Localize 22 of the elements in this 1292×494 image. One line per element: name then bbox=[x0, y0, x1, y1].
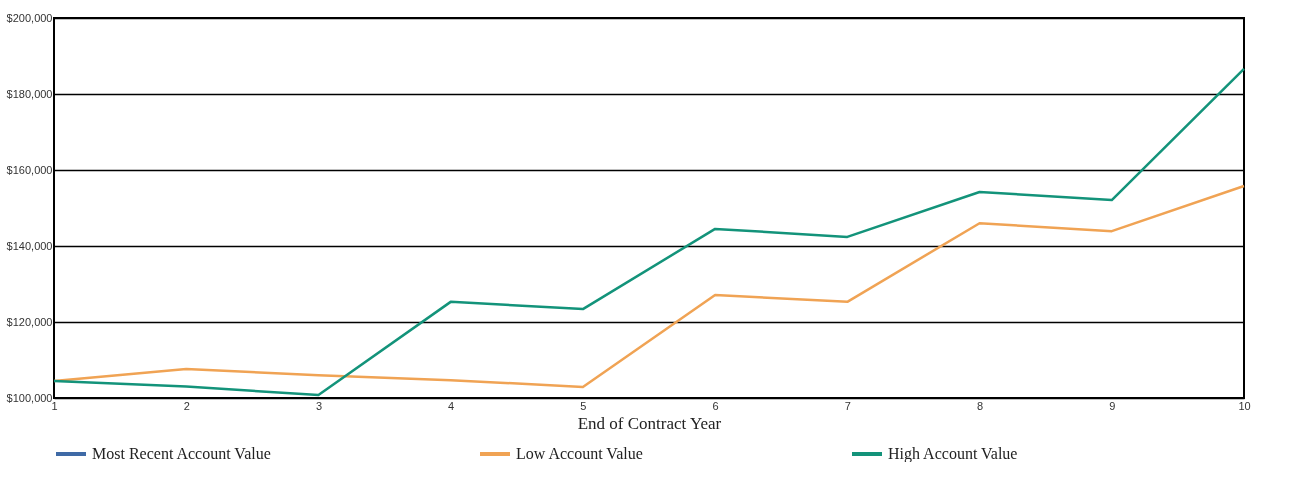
x-axis-title: End of Contract Year bbox=[577, 413, 722, 433]
x-tick-label: 7 bbox=[844, 399, 851, 412]
y-tick-label: $160,000 bbox=[6, 163, 53, 176]
y-tick-label: $120,000 bbox=[6, 315, 53, 328]
legend-label: Most Recent Account Value bbox=[92, 445, 271, 462]
y-tick-label: $180,000 bbox=[6, 87, 53, 100]
x-tick-label: 4 bbox=[448, 399, 455, 412]
x-tick-label: 5 bbox=[580, 399, 587, 412]
x-tick-label: 6 bbox=[712, 399, 719, 412]
x-tick-label: 3 bbox=[315, 399, 323, 412]
x-tick-label: 8 bbox=[976, 399, 984, 412]
x-tick-label: 2 bbox=[183, 399, 190, 412]
y-tick-label: $140,000 bbox=[6, 239, 53, 252]
legend-label: Low Account Value bbox=[516, 445, 643, 462]
line-series bbox=[52, 184, 1246, 389]
legend-label: High Account Value bbox=[888, 445, 1018, 463]
x-tick-label: 9 bbox=[1109, 399, 1116, 412]
y-tick-label: $100,000 bbox=[6, 391, 53, 404]
x-tick-label: 10 bbox=[1238, 399, 1251, 412]
x-tick-label: 1 bbox=[51, 399, 58, 412]
y-tick-label: $200,000 bbox=[6, 11, 53, 24]
line-series bbox=[52, 67, 1246, 397]
